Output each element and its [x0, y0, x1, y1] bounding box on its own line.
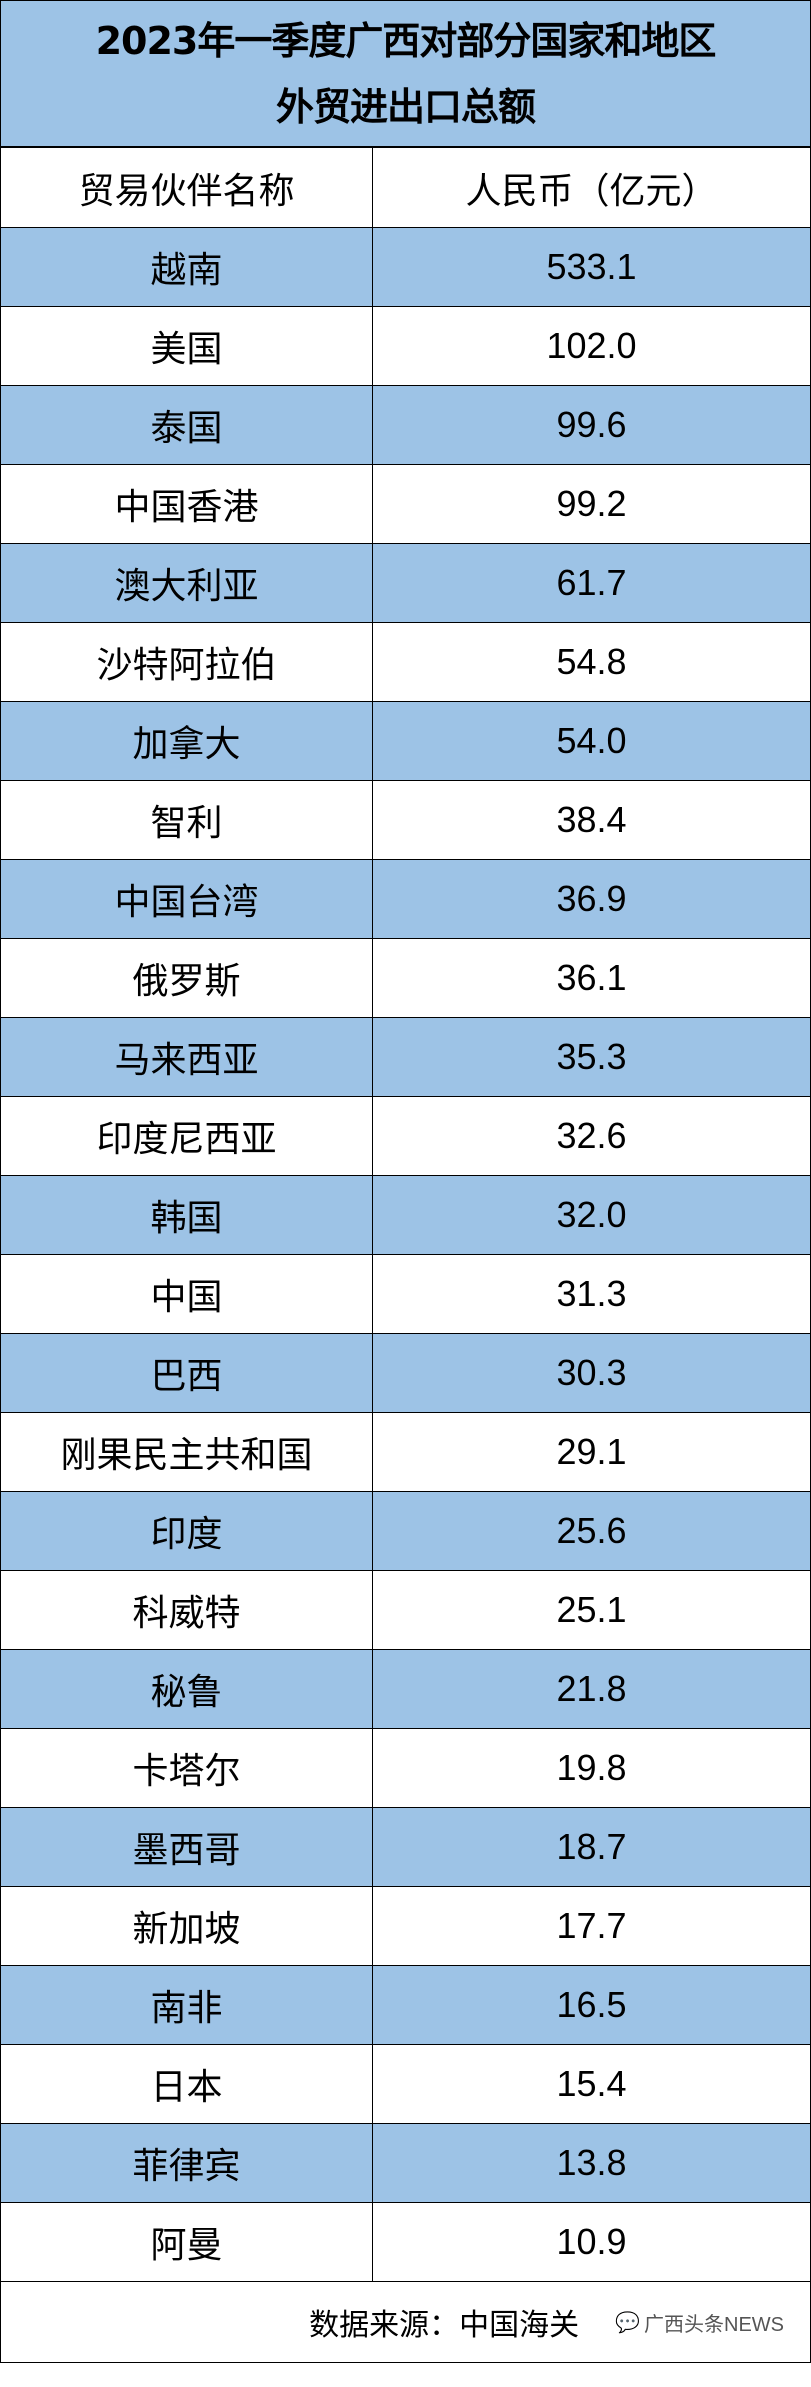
partner-name: 秘鲁	[1, 1650, 373, 1728]
partner-name: 俄罗斯	[1, 939, 373, 1017]
header-row: 贸易伙伴名称 人民币（亿元）	[1, 148, 810, 228]
trade-value: 54.8	[556, 641, 627, 682]
trade-value: 99.2	[556, 483, 627, 524]
table-row: 印度 25.6	[1, 1492, 810, 1571]
watermark: 💬 广西头条NEWS	[615, 2308, 784, 2337]
table-row: 中国台湾 36.9	[1, 860, 810, 939]
trade-value: 19.8	[556, 1747, 627, 1788]
partner-name: 越南	[1, 228, 373, 306]
table-row: 中国香港 99.2	[1, 465, 810, 544]
trade-value: 99.6	[556, 404, 627, 445]
trade-value: 32.0	[556, 1194, 627, 1235]
partner-name: 印度	[1, 1492, 373, 1570]
table-row: 沙特阿拉伯 54.8	[1, 623, 810, 702]
trade-value: 18.7	[556, 1826, 627, 1867]
partner-name: 中国香港	[1, 465, 373, 543]
trade-value: 13.8	[556, 2142, 627, 2183]
trade-value: 16.5	[556, 1984, 627, 2025]
trade-value: 61.7	[556, 562, 627, 603]
trade-value: 38.4	[556, 799, 627, 840]
trade-value: 32.6	[556, 1115, 627, 1156]
table-row: 刚果民主共和国 29.1	[1, 1413, 810, 1492]
trade-value: 17.7	[556, 1905, 627, 1946]
trade-value: 102.0	[546, 325, 637, 366]
trade-value: 25.6	[556, 1510, 627, 1551]
table-row: 韩国 32.0	[1, 1176, 810, 1255]
table-row: 印度尼西亚 32.6	[1, 1097, 810, 1176]
partner-name: 新加坡	[1, 1887, 373, 1965]
trade-value: 30.3	[556, 1352, 627, 1393]
table-row: 科威特 25.1	[1, 1571, 810, 1650]
partner-name: 南非	[1, 1966, 373, 2044]
header-partner: 贸易伙伴名称	[1, 148, 373, 227]
partner-name: 智利	[1, 781, 373, 859]
trade-value: 533.1	[546, 246, 637, 287]
table-row: 秘鲁 21.8	[1, 1650, 810, 1729]
table-row: 俄罗斯 36.1	[1, 939, 810, 1018]
trade-value: 35.3	[556, 1036, 627, 1077]
table-row: 越南 533.1	[1, 228, 810, 307]
trade-value: 25.1	[556, 1589, 627, 1630]
partner-name: 马来西亚	[1, 1018, 373, 1096]
table-row: 美国 102.0	[1, 307, 810, 386]
table-row: 卡塔尔 19.8	[1, 1729, 810, 1808]
partner-name: 中国	[1, 1255, 373, 1333]
partner-name: 加拿大	[1, 702, 373, 780]
table-title: 2023年一季度广西对部分国家和地区 外贸进出口总额	[1, 1, 810, 148]
trade-value: 21.8	[556, 1668, 627, 1709]
partner-name: 中国台湾	[1, 860, 373, 938]
partner-name: 卡塔尔	[1, 1729, 373, 1807]
partner-name: 泰国	[1, 386, 373, 464]
title-line-2: 外贸进出口总额	[275, 84, 536, 129]
table-row: 马来西亚 35.3	[1, 1018, 810, 1097]
table-row: 巴西 30.3	[1, 1334, 810, 1413]
partner-name: 巴西	[1, 1334, 373, 1412]
table-row: 南非 16.5	[1, 1966, 810, 2045]
trade-value: 10.9	[556, 2221, 627, 2262]
table-row: 阿曼 10.9	[1, 2203, 810, 2282]
title-line-1: 2023年一季度广西对部分国家和地区	[95, 18, 717, 63]
wechat-icon: 💬	[615, 2311, 640, 2334]
footer: 数据来源：中国海关 💬 广西头条NEWS	[1, 2282, 810, 2362]
partner-name: 沙特阿拉伯	[1, 623, 373, 701]
table-row: 菲律宾 13.8	[1, 2124, 810, 2203]
partner-name: 韩国	[1, 1176, 373, 1254]
table-row: 加拿大 54.0	[1, 702, 810, 781]
table-row: 日本 15.4	[1, 2045, 810, 2124]
trade-value: 36.1	[556, 957, 627, 998]
header-value: 人民币（亿元）	[465, 170, 718, 212]
table-row: 墨西哥 18.7	[1, 1808, 810, 1887]
trade-value: 29.1	[556, 1431, 627, 1472]
partner-name: 科威特	[1, 1571, 373, 1649]
table-row: 中国 31.3	[1, 1255, 810, 1334]
partner-name: 阿曼	[1, 2203, 373, 2281]
watermark-text: 广西头条NEWS	[644, 2313, 784, 2336]
source-note: 数据来源：中国海关	[309, 2308, 580, 2343]
table-row: 智利 38.4	[1, 781, 810, 860]
trade-value: 31.3	[556, 1273, 627, 1314]
table-row: 澳大利亚 61.7	[1, 544, 810, 623]
table-row: 泰国 99.6	[1, 386, 810, 465]
trade-value: 36.9	[556, 878, 627, 919]
table-row: 新加坡 17.7	[1, 1887, 810, 1966]
partner-name: 美国	[1, 307, 373, 385]
trade-value: 54.0	[556, 720, 627, 761]
partner-name: 澳大利亚	[1, 544, 373, 622]
partner-name: 印度尼西亚	[1, 1097, 373, 1175]
partner-name: 刚果民主共和国	[1, 1413, 373, 1491]
partner-name: 日本	[1, 2045, 373, 2123]
trade-value: 15.4	[556, 2063, 627, 2104]
partner-name: 墨西哥	[1, 1808, 373, 1886]
partner-name: 菲律宾	[1, 2124, 373, 2202]
